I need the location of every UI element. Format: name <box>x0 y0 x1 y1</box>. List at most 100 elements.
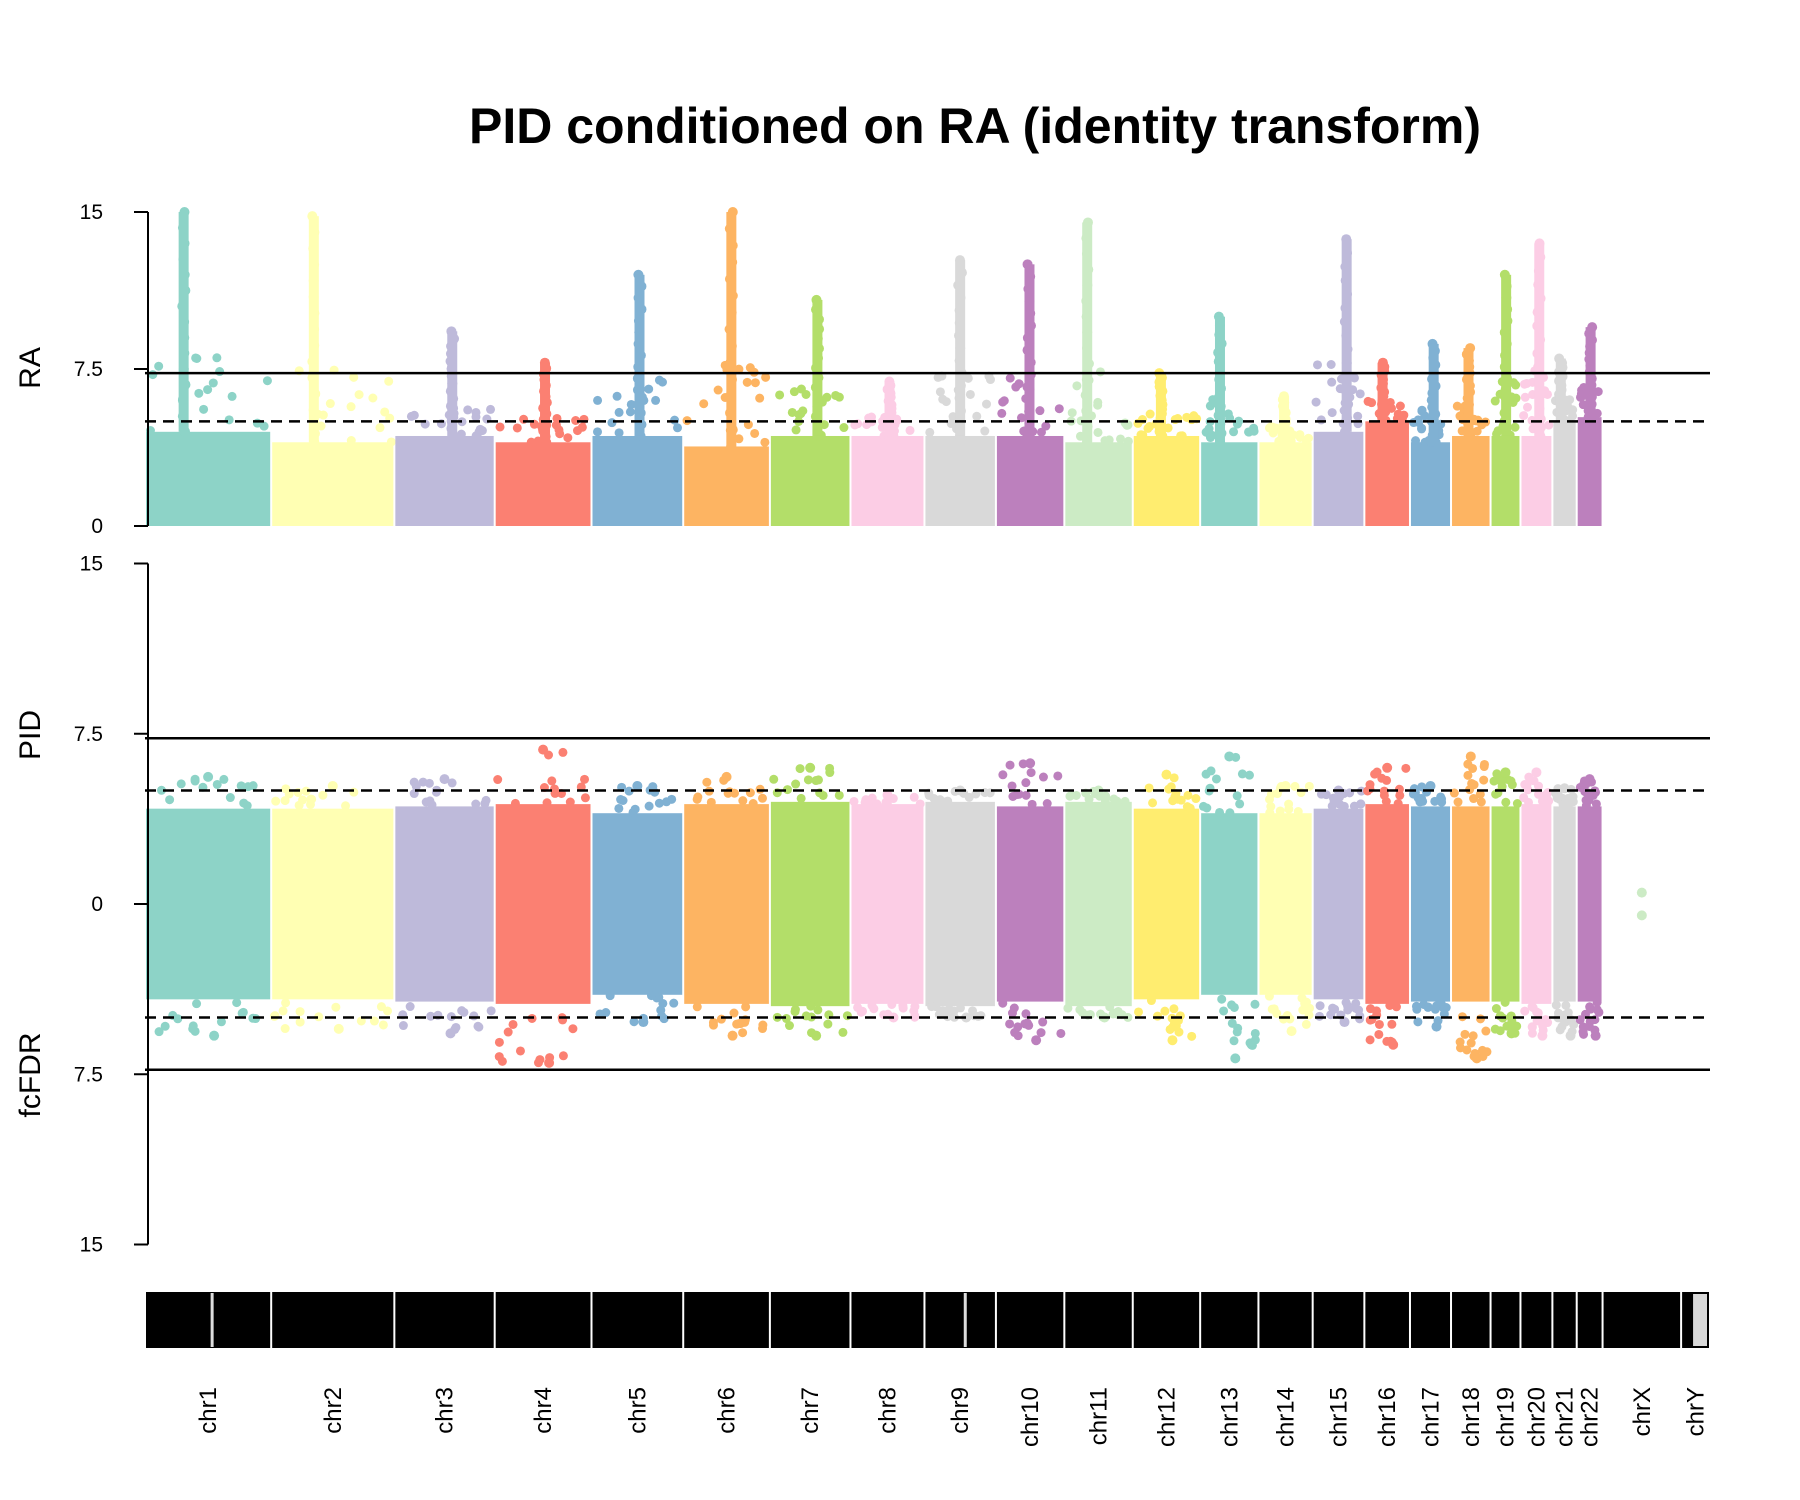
pid-point-chr17 <box>1411 1001 1421 1011</box>
pid-y-label: PID <box>14 710 47 760</box>
ra-point-chr9 <box>933 372 943 382</box>
pid-point-chr22 <box>1594 1007 1604 1017</box>
pid-point-chr8 <box>881 799 891 809</box>
pid-point-chr9 <box>931 796 941 806</box>
pid-point-chr13 <box>1227 1000 1237 1010</box>
ra-peak-chr8 <box>884 381 895 436</box>
pid-points-chr21 <box>1551 783 1579 1041</box>
pid-points <box>146 744 1647 1068</box>
pid-point-chr3 <box>405 1002 415 1012</box>
pid-band-chr19 <box>1491 806 1520 1002</box>
ra-point-chr19 <box>1510 422 1520 432</box>
pid-point-chr18 <box>1463 770 1473 780</box>
chromosome-label-chr20: chr20 <box>1523 1387 1550 1447</box>
pid-threshold-lines <box>145 737 1710 1071</box>
ra-points-chr1 <box>145 207 272 526</box>
ra-band-chr1 <box>146 431 271 526</box>
ra-point-chr15 <box>1326 360 1336 370</box>
pid-point-chr16 <box>1365 784 1375 794</box>
ra-points-chr20 <box>1519 238 1554 526</box>
ra-point-chr2 <box>380 407 390 417</box>
pid-point-chr19 <box>1497 782 1507 792</box>
ra-point-chr1 <box>154 361 164 371</box>
ra-point-chr5 <box>593 427 603 437</box>
pid-point-chr7 <box>825 763 835 773</box>
pid-point-chr12 <box>1169 1004 1179 1014</box>
chart-title: PID conditioned on RA (identity transfor… <box>469 98 1481 154</box>
pid-point-chr2 <box>270 1011 280 1021</box>
pid-point-chr19 <box>1500 997 1510 1007</box>
pid-point-chr18 <box>1468 1031 1478 1041</box>
pid-points-chr15 <box>1313 785 1366 1028</box>
pid-point-chr21 <box>1561 1000 1571 1010</box>
ra-point-chr9 <box>925 427 935 437</box>
pid-band-chr3 <box>395 806 494 1002</box>
ra-point-chr2 <box>349 372 359 382</box>
chromosome-label-chr21: chr21 <box>1552 1387 1579 1447</box>
pid-point-min-chr13 <box>1230 1053 1241 1064</box>
ra-band-chr15 <box>1313 431 1364 526</box>
pid-points-chr19 <box>1489 767 1522 1039</box>
ra-point-chr15 <box>1311 397 1321 407</box>
pid-point-chr3 <box>425 796 435 806</box>
pid-point-chr4 <box>503 1027 513 1037</box>
ra-band-chr6 <box>684 446 769 526</box>
pid-point-chr10 <box>1005 1019 1015 1029</box>
pid-point-chr6 <box>692 1002 702 1012</box>
pid-point-chr14 <box>1304 781 1314 791</box>
pid-band-chr13 <box>1201 813 1258 995</box>
pid-point-chr22 <box>1591 799 1601 809</box>
ra-point-chr15 <box>1355 389 1365 399</box>
ra-point-chr11 <box>1116 434 1126 444</box>
ra-point-chr3 <box>471 407 481 417</box>
pid-point-chr2 <box>298 795 308 805</box>
ra-point-chr9 <box>982 399 992 409</box>
pid-point-chr18 <box>1475 1014 1485 1024</box>
pid-band-chr9 <box>925 801 995 1007</box>
pid-point-chr11 <box>1063 1003 1073 1013</box>
ra-point-chr1 <box>212 353 222 363</box>
pid-point-chr2 <box>271 796 281 806</box>
ra-band-chr12 <box>1133 435 1200 526</box>
pid-point-chr7 <box>801 1011 811 1021</box>
pid-point-chr20 <box>1533 781 1543 791</box>
pid-point-chr20 <box>1520 1006 1530 1016</box>
chromosome-label-chr19: chr19 <box>1493 1387 1520 1447</box>
pid-point-chr12 <box>1169 773 1179 783</box>
pid-point-chr16 <box>1387 1019 1397 1029</box>
ra-point-chr16 <box>1395 401 1405 411</box>
pid-point-chr20 <box>1544 796 1554 806</box>
ra-point-chr11 <box>1104 435 1114 445</box>
ra-point-chr1 <box>208 378 218 388</box>
chromosome-label-chr1: chr1 <box>195 1387 222 1434</box>
ra-point-chr1 <box>262 376 272 386</box>
ra-point-chr19 <box>1490 396 1500 406</box>
pid-point-chr4 <box>576 782 586 792</box>
pid-point-chr18 <box>1479 759 1489 769</box>
ra-point-chr9 <box>980 426 990 436</box>
ra-points-chr12 <box>1133 368 1202 526</box>
pid-point-chr18 <box>1479 775 1489 785</box>
pid-point-chr3 <box>459 1007 469 1017</box>
ra-points-chr8 <box>850 376 924 526</box>
pid-point-chr2 <box>278 1006 288 1016</box>
ra-point-chr12 <box>1189 411 1199 421</box>
pid-point-chr7 <box>795 764 805 774</box>
pid-point-chr3 <box>426 1011 436 1021</box>
pid-band-chr16 <box>1365 804 1409 1004</box>
pid-point-chr5 <box>629 1017 639 1027</box>
ra-point-chr5 <box>593 395 603 405</box>
pid-point-chr6 <box>732 1019 742 1029</box>
pid-point-chr14 <box>1265 808 1275 818</box>
chromosome-label-chr8: chr8 <box>874 1387 901 1434</box>
pid-point-chr15 <box>1341 998 1351 1008</box>
pid-band-chr1 <box>146 808 271 1000</box>
pid-point-chr2 <box>349 787 359 797</box>
pid-point-chr4 <box>547 776 557 786</box>
pid-point-chr15 <box>1315 1001 1325 1011</box>
chromosome-label-chr11: chr11 <box>1086 1387 1113 1445</box>
pid-point-min-chr22 <box>1590 1030 1601 1041</box>
pid-point-chr20 <box>1519 793 1529 803</box>
pid-point-chr14 <box>1275 806 1285 816</box>
pid-point-chr1 <box>232 998 242 1008</box>
